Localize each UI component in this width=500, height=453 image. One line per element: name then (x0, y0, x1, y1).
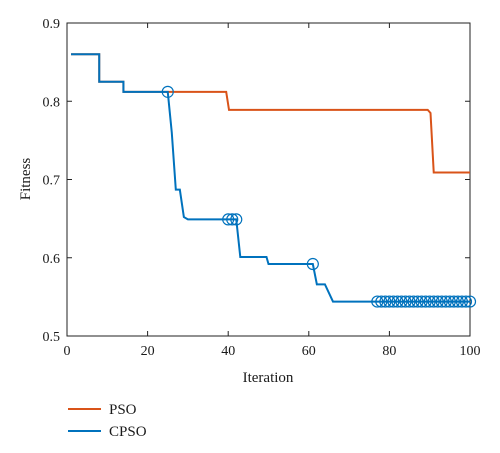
pso-line (71, 53, 470, 174)
x-axis: 0 20 40 60 80 100 (64, 23, 481, 359)
cpso-marker (415, 295, 428, 308)
y-tick-label: 0.6 (43, 252, 61, 267)
cpso-marker (222, 213, 235, 226)
cpso-marker (391, 295, 404, 308)
cpso-marker (419, 295, 432, 308)
y-tick-label: 0.9 (43, 17, 61, 32)
cpso-marker (451, 295, 465, 308)
cpso-marker (383, 295, 396, 308)
cpso-marker (379, 295, 392, 308)
cpso-marker (459, 295, 473, 308)
y-axis-title: Fitness (18, 158, 34, 201)
cpso-marker (375, 295, 388, 308)
x-tick-label: 100 (460, 344, 481, 359)
x-tick-label: 40 (221, 344, 235, 359)
cpso-marker (439, 295, 452, 308)
cpso-marker (387, 295, 400, 308)
cpso-marker (431, 295, 444, 308)
cpso-marker (161, 85, 174, 98)
cpso-marker (395, 295, 408, 308)
y-tick-label: 0.5 (43, 330, 61, 345)
cpso-marker (447, 295, 460, 308)
cpso-marker (226, 213, 239, 226)
x-tick-label: 60 (302, 344, 316, 359)
x-axis-title: Iteration (243, 370, 294, 386)
series-layer (71, 53, 477, 308)
cpso-marker (411, 295, 424, 308)
cpso-legend-label: CPSO (109, 424, 147, 440)
cpso-marker (427, 295, 440, 308)
cpso-marker (423, 295, 436, 308)
cpso-marker (435, 295, 448, 308)
cpso-marker (306, 257, 319, 271)
cpso-marker (371, 295, 384, 308)
x-tick-label: 20 (141, 344, 155, 359)
x-tick-label: 0 (64, 344, 71, 359)
pso-legend-label: PSO (109, 402, 137, 418)
cpso-marker (443, 295, 456, 308)
y-tick-label: 0.7 (43, 174, 61, 189)
cpso-marker (399, 295, 412, 308)
cpso-marker (403, 295, 416, 308)
x-tick-label: 80 (382, 344, 396, 359)
y-axis: 0.5 0.6 0.7 0.8 0.9 (43, 17, 470, 345)
cpso-marker (455, 295, 469, 308)
plot-frame (66, 22, 471, 337)
cpso-marker (463, 295, 477, 308)
cpso-line (71, 53, 470, 303)
legend: PSO CPSO (68, 402, 147, 440)
cpso-marker (230, 213, 243, 226)
y-tick-label: 0.8 (43, 95, 61, 110)
cpso-marker (407, 295, 420, 308)
